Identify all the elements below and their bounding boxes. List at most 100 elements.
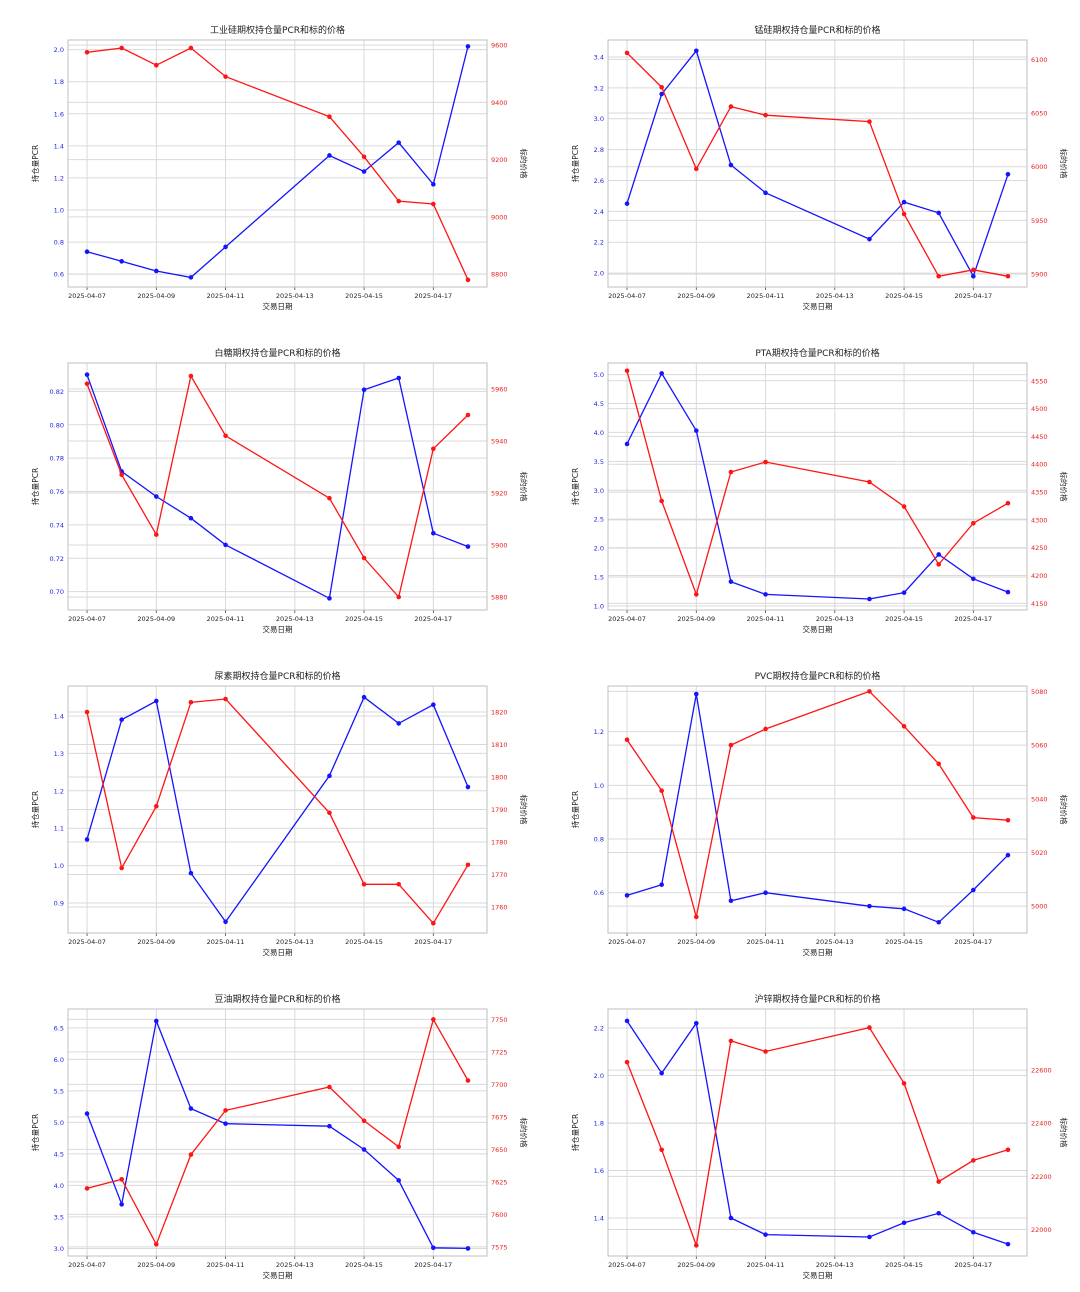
pcr-data-point (431, 702, 436, 708)
pcr-data-point (901, 1220, 907, 1226)
pcr-data-point (361, 387, 367, 393)
y-right-tick-label: 5000 (1031, 903, 1048, 911)
price-data-point (188, 1152, 194, 1157)
x-tick-label: 2025-04-07 (608, 292, 646, 300)
y-right-tick-label: 5900 (1031, 271, 1048, 279)
x-tick-label: 2025-04-15 (885, 1261, 923, 1269)
pcr-data-point (188, 275, 194, 280)
price-data-point (936, 761, 941, 767)
y-left-tick-label: 3.2 (594, 84, 604, 92)
chart-title: PVC期权持仓量PCR和标的价格 (755, 670, 881, 682)
chart-panel-1: 2025-04-07 2025-04-09 2025-04-11 2025-04-13… (0, 0, 540, 323)
price-data-point (936, 562, 941, 567)
y-left-tick-label: 0.82 (50, 388, 64, 396)
pcr-data-point (465, 784, 471, 790)
price-data-point (327, 810, 332, 816)
chart-title: 尿素期权持仓量PCR和标的价格 (215, 670, 341, 682)
y-left-axis-label: 持仓量PCR (570, 791, 580, 828)
price-data-point (694, 1243, 699, 1248)
price-series-line (86, 1017, 469, 1246)
pcr-data-point (867, 236, 872, 242)
price-data-point (728, 104, 734, 109)
price-data-point (901, 211, 907, 217)
pcr-data-point (763, 1232, 768, 1237)
y-left-tick-label: 2.4 (594, 208, 604, 216)
x-tick-label: 2025-04-17 (954, 1261, 992, 1269)
x-tick-label: 2025-04-17 (954, 292, 992, 300)
pcr-data-point (694, 428, 699, 433)
y-left-axis-label: 持仓量PCR (570, 145, 580, 182)
y-left-axis-label: 持仓量PCR (30, 1114, 40, 1151)
pcr-data-point (154, 268, 159, 274)
y-left-tick-label: 4.0 (594, 429, 604, 437)
y-left-tick-label: 2.0 (594, 1072, 604, 1080)
y-left-tick-label: 6.5 (54, 1024, 64, 1032)
y-left-tick-label: 2.2 (594, 1025, 604, 1033)
pcr-series-line (626, 1020, 1009, 1245)
pcr-data-point (624, 201, 630, 206)
pcr-data-point (728, 162, 734, 168)
pcr-data-point (971, 887, 976, 893)
price-series-line (86, 698, 469, 925)
y-right-tick-label: 9200 (491, 156, 508, 164)
pcr-data-point (84, 249, 90, 255)
pcr-data-point (971, 576, 976, 582)
price-data-point (361, 555, 367, 561)
x-tick-label: 2025-04-09 (677, 938, 715, 946)
pcr-data-point (659, 371, 664, 376)
price-data-point (465, 277, 471, 283)
price-data-point (624, 1059, 630, 1065)
y-left-tick-label: 0.72 (50, 555, 64, 563)
y-right-tick-label: 7675 (491, 1113, 508, 1121)
pcr-series-line (626, 693, 1009, 924)
pcr-data-point (223, 919, 228, 925)
y-left-tick-label: 4.0 (54, 1182, 64, 1190)
y-right-tick-label: 4150 (1031, 600, 1048, 608)
y-right-axis-label: 标的价格 (1059, 1118, 1069, 1148)
chart-panel-7: 2025-04-07 2025-04-09 2025-04-11 2025-04-13… (0, 969, 540, 1292)
pcr-data-point (396, 140, 401, 145)
y-left-tick-label: 1.2 (54, 174, 64, 182)
x-tick-label: 2025-04-15 (345, 615, 383, 623)
y-left-tick-label: 1.2 (54, 787, 64, 795)
chart-svg: 2025-04-07 2025-04-09 2025-04-11 2025-04-13… (30, 24, 529, 311)
y-left-tick-label: 3.0 (54, 1245, 64, 1253)
x-tick-label: 2025-04-07 (608, 1261, 646, 1269)
y-left-axis-label: 持仓量PCR (30, 791, 40, 828)
x-tick-label: 2025-04-17 (414, 1261, 452, 1269)
y-left-tick-label: 3.5 (54, 1213, 64, 1221)
pcr-data-point (188, 515, 194, 521)
chart-svg: 2025-04-07 2025-04-09 2025-04-11 2025-04-13… (30, 993, 529, 1280)
y-left-tick-label: 1.1 (54, 825, 64, 833)
y-left-tick-label: 3.0 (594, 487, 604, 495)
chart-panel-8: 2025-04-07 2025-04-09 2025-04-11 2025-04-13… (540, 969, 1080, 1292)
x-tick-label: 2025-04-15 (345, 1261, 383, 1269)
price-data-point (396, 594, 401, 600)
price-data-point (396, 198, 401, 204)
y-right-tick-label: 5950 (1031, 217, 1048, 225)
y-right-tick-label: 22600 (1031, 1067, 1052, 1075)
pcr-data-point (1005, 852, 1011, 858)
y-left-tick-label: 1.6 (594, 1167, 604, 1175)
price-data-point (396, 881, 401, 887)
y-right-tick-label: 7625 (491, 1178, 508, 1186)
pcr-data-point (154, 1018, 159, 1024)
pcr-series-line (86, 1018, 469, 1250)
y-left-tick-label: 0.9 (54, 900, 64, 908)
y-right-tick-label: 1780 (491, 839, 508, 847)
y-right-tick-label: 1820 (491, 709, 508, 717)
price-data-point (694, 166, 699, 172)
price-data-point (867, 479, 872, 485)
pcr-data-point (694, 691, 699, 697)
plot-frame (607, 39, 1028, 288)
x-tick-label: 2025-04-15 (885, 938, 923, 946)
y-right-tick-label: 1760 (491, 904, 508, 912)
pcr-data-point (431, 530, 436, 536)
y-right-axis-label: 标的价格 (1059, 149, 1069, 179)
y-left-tick-label: 5.5 (54, 1087, 64, 1095)
price-data-point (763, 1049, 768, 1054)
pcr-data-point (84, 837, 90, 842)
x-tick-label: 2025-04-09 (677, 1261, 715, 1269)
y-left-tick-label: 1.0 (594, 602, 604, 610)
x-axis-label: 交易日期 (263, 1270, 293, 1280)
